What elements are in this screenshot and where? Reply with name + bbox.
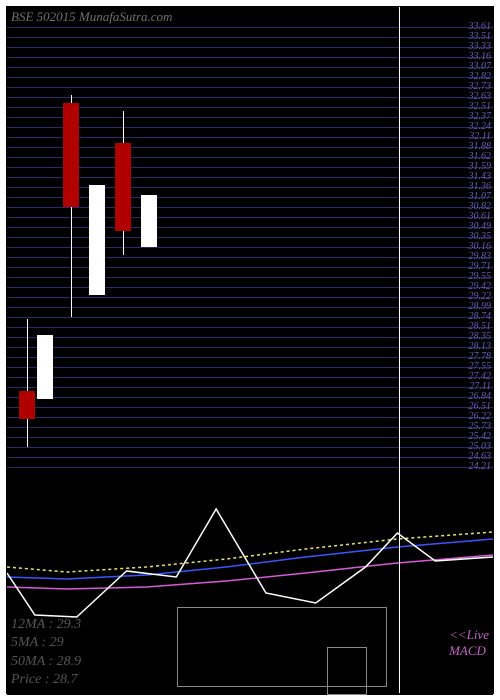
price-gridline: [7, 257, 493, 258]
info-sep: :: [38, 635, 50, 650]
info-label: Price: [11, 672, 41, 687]
info-row: 5MA : 29: [11, 634, 81, 652]
info-sep: :: [45, 654, 57, 669]
price-ytick: 24.21: [469, 462, 492, 472]
macd-hist-box: [327, 647, 367, 695]
cursor-vertical: [399, 7, 400, 693]
price-gridline: [7, 367, 493, 368]
price-gridline: [7, 347, 493, 348]
price-gridline: [7, 407, 493, 408]
candle-body: [141, 195, 157, 247]
price-gridline: [7, 277, 493, 278]
price-gridline: [7, 67, 493, 68]
exchange-label: BSE: [11, 9, 33, 24]
price-gridline: [7, 307, 493, 308]
symbol-label: 502015: [37, 9, 76, 24]
indicator-line: [7, 539, 493, 579]
price-gridline: [7, 237, 493, 238]
price-gridline: [7, 337, 493, 338]
price-gridline: [7, 397, 493, 398]
info-label: 5MA: [11, 635, 38, 650]
price-gridline: [7, 187, 493, 188]
info-value: 28.9: [57, 654, 82, 669]
candle-body: [89, 185, 105, 295]
chart-container: BSE 502015 MunafaSutra.com 33.6133.5133.…: [0, 0, 500, 700]
site-label: MunafaSutra.com: [79, 9, 173, 24]
price-gridline: [7, 247, 493, 248]
info-sep: :: [45, 617, 57, 632]
price-gridline: [7, 97, 493, 98]
price-gridline: [7, 377, 493, 378]
macd-label-macd: MACD: [449, 643, 489, 659]
price-gridline: [7, 47, 493, 48]
chart-area: BSE 502015 MunafaSutra.com 33.6133.5133.…: [6, 6, 494, 694]
info-value: 28.7: [53, 672, 78, 687]
price-gridline: [7, 267, 493, 268]
price-panel: 33.6133.5133.3333.1633.0732.8232.7332.63…: [7, 7, 493, 477]
indicator-line: [7, 555, 493, 589]
price-gridline: [7, 357, 493, 358]
macd-label: <<Live MACD: [449, 627, 489, 658]
candle-body: [37, 335, 53, 399]
price-gridline: [7, 27, 493, 28]
info-row: 12MA : 29.3: [11, 616, 81, 634]
indicator-line: [7, 509, 493, 617]
price-gridline: [7, 87, 493, 88]
price-gridline: [7, 177, 493, 178]
info-label: 50MA: [11, 654, 45, 669]
price-gridline: [7, 107, 493, 108]
price-gridline: [7, 117, 493, 118]
price-gridline: [7, 287, 493, 288]
candle-body: [115, 143, 131, 231]
price-gridline: [7, 317, 493, 318]
price-gridline: [7, 127, 493, 128]
price-gridline: [7, 437, 493, 438]
candle-body: [19, 391, 35, 419]
macd-label-live: <<Live: [449, 627, 489, 643]
price-gridline: [7, 457, 493, 458]
price-gridline: [7, 77, 493, 78]
price-gridline: [7, 197, 493, 198]
price-gridline: [7, 157, 493, 158]
price-gridline: [7, 147, 493, 148]
price-gridline: [7, 297, 493, 298]
info-box: 12MA : 29.35MA : 2950MA : 28.9Price : 28…: [11, 616, 81, 689]
info-row: 50MA : 28.9: [11, 653, 81, 671]
candle-body: [63, 103, 79, 207]
price-gridline: [7, 227, 493, 228]
price-gridline: [7, 467, 493, 468]
info-sep: :: [41, 672, 53, 687]
price-gridline: [7, 387, 493, 388]
price-gridline: [7, 417, 493, 418]
price-gridline: [7, 167, 493, 168]
price-gridline: [7, 57, 493, 58]
price-gridline: [7, 207, 493, 208]
chart-title: BSE 502015 MunafaSutra.com: [11, 9, 172, 25]
info-label: 12MA: [11, 617, 45, 632]
info-value: 29: [50, 635, 64, 650]
price-gridline: [7, 447, 493, 448]
price-gridline: [7, 37, 493, 38]
price-gridline: [7, 217, 493, 218]
price-gridline: [7, 427, 493, 428]
price-gridline: [7, 327, 493, 328]
info-row: Price : 28.7: [11, 671, 81, 689]
price-gridline: [7, 137, 493, 138]
candle-wick: [27, 319, 28, 447]
info-value: 29.3: [57, 617, 82, 632]
